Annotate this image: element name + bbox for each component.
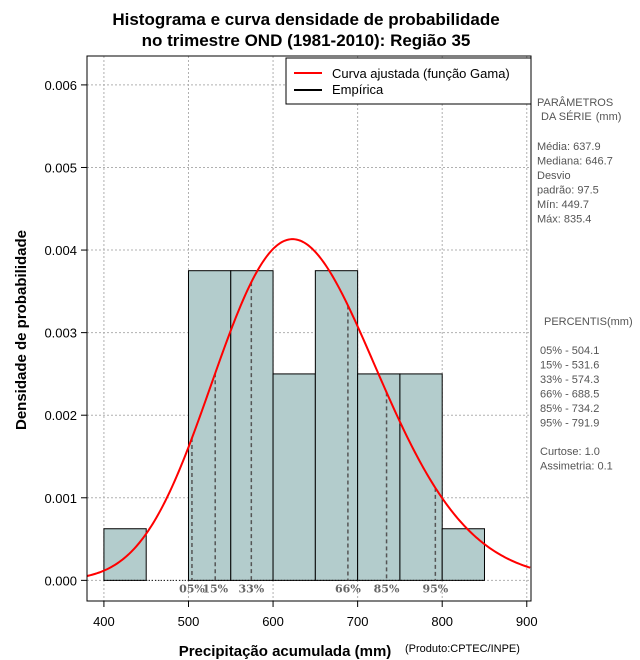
histogram-bar (399, 373, 443, 581)
gamma-curve-layer (86, 238, 531, 577)
legend-fit-label: Curva ajustada (função Gama) (332, 66, 510, 81)
histogram-bar (103, 528, 147, 581)
gamma-fit-curve (86, 238, 531, 577)
x-tick-label: 800 (431, 614, 453, 629)
histogram-bar (314, 270, 359, 581)
x-tick-label: 500 (178, 614, 200, 629)
percentile-markers: 05%15% 33% 66% 85% 95% (179, 282, 449, 595)
chart-title-line1: Histograma e curva densidade de probabil… (112, 10, 499, 29)
histogram-bar (272, 373, 316, 581)
x-tick-label: 600 (262, 614, 284, 629)
param-row: Desvio (537, 170, 571, 182)
y-tick-label: 0.002 (44, 408, 77, 423)
percentile-label: 15% (202, 582, 228, 595)
percentil-row: 85% - 734.2 (540, 403, 599, 415)
plot-frame (86, 55, 532, 602)
y-tick-label: 0.000 (44, 573, 77, 588)
y-tick-label: 0.003 (44, 326, 77, 341)
x-axis-title: Precipitação acumulada (mm) (179, 643, 392, 660)
percentis-list: 05% - 504.1 15% - 531.6 33% - 574.3 66% - 6… (540, 345, 599, 430)
params-title-1: PARÂMETROS (537, 96, 613, 109)
param-row: Mediana: 646.7 (537, 156, 613, 168)
y-tick-label: 0.004 (44, 243, 77, 258)
percentil-row: 33% - 574.3 (540, 374, 599, 386)
x-tick-label: 900 (516, 614, 538, 629)
histogram-bar (441, 528, 485, 581)
percentile-label: 33% (238, 582, 264, 595)
legend: Curva ajustada (função Gama) Empírica (285, 57, 532, 105)
chart-title-line2: no trimestre OND (1981-2010): Região 35 (142, 31, 471, 50)
axes: 400 500 600 700 800 900 0.000 0.001 0.002 0.003 0.… (44, 78, 537, 629)
stat-row: Curtose: 1.0 (540, 446, 600, 458)
percentil-row: 15% - 531.6 (540, 360, 599, 372)
percentis-title: PERCENTIS(mm) (544, 316, 633, 328)
percentil-row: 66% - 688.5 (540, 389, 599, 401)
params-unit: (mm) (596, 111, 622, 123)
product-credit: (Produto:CPTEC/INPE) (405, 643, 520, 655)
x-tick-label: 400 (93, 614, 115, 629)
stats-list: Curtose: 1.0 Assimetria: 0.1 (540, 446, 613, 473)
param-row: Mín: 449.7 (537, 199, 589, 211)
legend-box (285, 57, 532, 105)
histogram-bar (357, 373, 401, 581)
legend-empirical-label: Empírica (332, 82, 384, 97)
param-row: Máx: 835.4 (537, 214, 591, 226)
params-list: Média: 637.9 Mediana: 646.7 Desvio padrão: … (537, 141, 613, 226)
param-row: Média: 637.9 (537, 141, 601, 153)
params-title-2-text: DA SÉRIE (541, 110, 592, 123)
y-tick-label: 0.006 (44, 78, 77, 93)
stat-row: Assimetria: 0.1 (540, 461, 613, 473)
percentile-label: 85% (374, 582, 400, 595)
histogram-bars (103, 270, 485, 581)
params-title-2: DA SÉRIE (mm) (541, 110, 621, 123)
percentil-row: 05% - 504.1 (540, 345, 599, 357)
y-tick-label: 0.001 (44, 491, 77, 506)
y-tick-label: 0.005 (44, 160, 77, 175)
x-tick-label: 700 (347, 614, 369, 629)
percentile-label: 95% (422, 582, 448, 595)
y-axis-title: Densidade de probabilidade (13, 230, 30, 430)
percentile-label: 05% (179, 582, 205, 595)
histogram-bar (187, 270, 232, 581)
percentil-row: 95% - 791.9 (540, 418, 599, 430)
percentile-label: 66% (335, 582, 361, 595)
series-parameters-panel: PARÂMETROS DA SÉRIE (mm) Média: 637.9 Medi… (537, 96, 633, 473)
param-row: padrão: 97.5 (537, 185, 599, 197)
